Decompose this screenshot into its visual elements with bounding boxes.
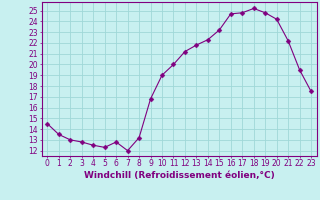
X-axis label: Windchill (Refroidissement éolien,°C): Windchill (Refroidissement éolien,°C) (84, 171, 275, 180)
